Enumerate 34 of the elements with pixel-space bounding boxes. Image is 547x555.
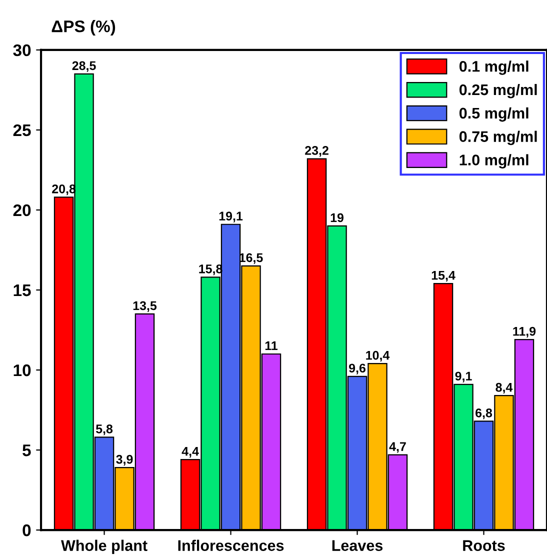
data-label: 9,6 — [349, 364, 366, 374]
data-label: 6,8 — [476, 408, 492, 420]
data-label: 8,4 — [496, 382, 513, 394]
x-tick-label: Leaves — [332, 540, 383, 551]
legend-label: 0.75 mg/ml — [459, 130, 537, 146]
y-tick-label: 5 — [22, 444, 31, 456]
data-label: 11,9 — [513, 326, 536, 338]
legend-label: 0.5 mg/ml — [459, 107, 528, 122]
x-tick-label: Roots — [463, 540, 505, 551]
data-label: 23,2 — [305, 146, 328, 157]
legend-label: 0.1 mg/ml — [459, 60, 528, 75]
data-label: 28,5 — [72, 61, 96, 72]
data-label: 3,9 — [116, 454, 133, 466]
x-tick-label: Whole plant — [61, 540, 148, 554]
data-label: 15,4 — [432, 271, 456, 282]
y-tick-label: 30 — [13, 44, 31, 56]
y-tick-label: 20 — [13, 204, 31, 216]
legend-label: 0.25 mg/ml — [459, 84, 537, 98]
data-label: 4,7 — [389, 442, 406, 453]
x-tick-label: Inflorescences — [178, 540, 284, 551]
y-axis-title: ΔPS (%) — [52, 20, 116, 36]
y-tick-label: 25 — [13, 124, 31, 136]
data-label: 10,4 — [366, 350, 390, 362]
data-label: 11 — [265, 341, 278, 350]
y-tick-label: 15 — [14, 284, 31, 296]
data-label: 5,8 — [96, 424, 113, 436]
y-tick-label: 10 — [14, 364, 31, 376]
legend-label: 1.0 mg/ml — [460, 154, 528, 168]
data-label: 13,5 — [133, 301, 157, 312]
data-label: 19,1 — [219, 212, 243, 222]
data-label: 9,1 — [455, 372, 472, 382]
data-label: 4,4 — [182, 447, 199, 458]
data-label: 19 — [330, 213, 344, 222]
y-tick-label: 0 — [22, 524, 31, 536]
